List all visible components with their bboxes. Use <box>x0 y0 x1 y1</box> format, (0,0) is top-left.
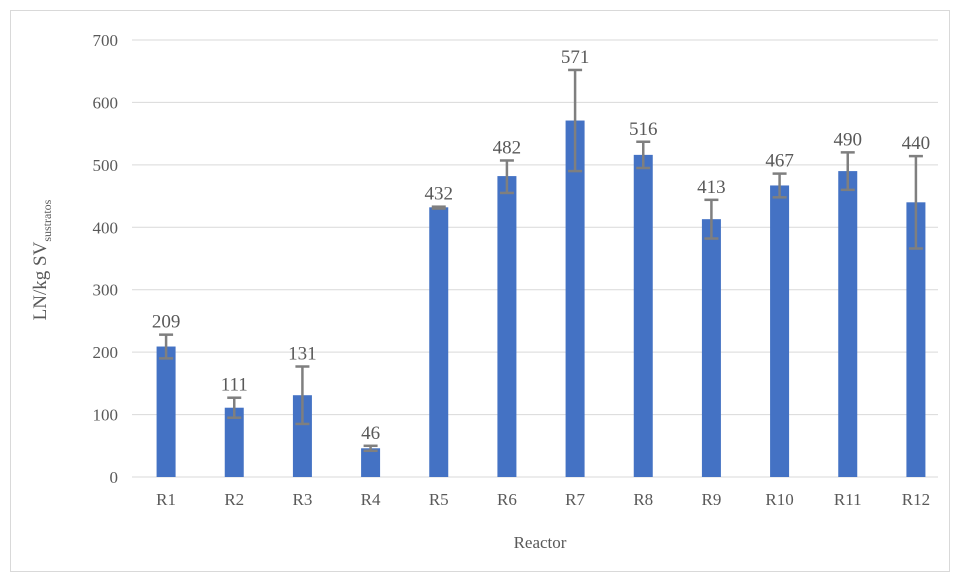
bar-R2 <box>224 407 244 477</box>
y-tick-label-600: 600 <box>93 93 119 112</box>
bar-R4 <box>361 448 381 477</box>
bar-R8 <box>633 154 653 477</box>
x-tick-label-R9: R9 <box>701 490 721 509</box>
x-tick-label-R7: R7 <box>565 490 585 509</box>
x-tick-label-R11: R11 <box>834 490 862 509</box>
gridlines <box>132 39 938 478</box>
y-tick-label-300: 300 <box>93 281 119 300</box>
bar-R12 <box>906 202 926 478</box>
data-label-R12: 440 <box>902 133 931 154</box>
y-tick-label-100: 100 <box>93 406 119 425</box>
data-label-R3: 131 <box>288 344 317 365</box>
y-axis-label: LN/kg SVsustratos <box>30 199 54 320</box>
x-tick-label-R1: R1 <box>156 490 176 509</box>
x-tick-label-R2: R2 <box>224 490 244 509</box>
bar-R9 <box>701 219 721 478</box>
bars <box>156 120 926 478</box>
bar-R3 <box>292 395 312 477</box>
y-tick-label-500: 500 <box>93 156 119 175</box>
x-tick-label-R6: R6 <box>497 490 517 509</box>
data-label-R1: 209 <box>152 312 181 333</box>
x-tick-label-R10: R10 <box>765 490 793 509</box>
data-label-R5: 432 <box>425 184 454 205</box>
data-label-R2: 111 <box>221 375 248 396</box>
y-tick-label-200: 200 <box>93 343 119 362</box>
y-axis-label-subscript: sustratos <box>40 199 54 241</box>
data-label-R6: 482 <box>493 137 522 158</box>
x-tick-label-R4: R4 <box>361 490 381 509</box>
bar-R10 <box>770 185 790 478</box>
y-tick-label-400: 400 <box>93 218 119 237</box>
data-label-R4: 46 <box>361 423 380 444</box>
y-tick-label-0: 0 <box>110 468 119 487</box>
bar-R1 <box>156 346 176 477</box>
x-axis-label: Reactor <box>514 533 567 552</box>
y-axis-ticks: 0 100 200 300 400 500 600 700 <box>93 31 119 487</box>
data-label-R11: 490 <box>834 129 863 150</box>
x-tick-label-R5: R5 <box>429 490 449 509</box>
x-tick-label-R8: R8 <box>633 490 653 509</box>
error-bars <box>159 68 923 453</box>
data-label-R9: 413 <box>697 177 726 198</box>
bar-R5 <box>429 207 449 477</box>
data-label-R7: 571 <box>561 47 590 68</box>
data-label-R8: 516 <box>629 119 658 140</box>
bar-R11 <box>838 171 858 477</box>
x-axis-ticks: R1 R2 R3 R4 R5 R6 R7 R8 R9 R10 R11 R12 <box>156 490 930 509</box>
bar-R6 <box>497 176 517 477</box>
y-axis-label-main: LN/kg SV <box>30 241 51 320</box>
bar-R7 <box>565 120 585 477</box>
x-tick-label-R3: R3 <box>292 490 312 509</box>
x-tick-label-R12: R12 <box>902 490 930 509</box>
chart-frame <box>10 10 950 572</box>
data-label-R10: 467 <box>765 151 794 172</box>
data-labels: 209 111 131 46 432 482 571 516 413 467 490 440 <box>152 47 930 444</box>
y-tick-label-700: 700 <box>93 31 119 50</box>
